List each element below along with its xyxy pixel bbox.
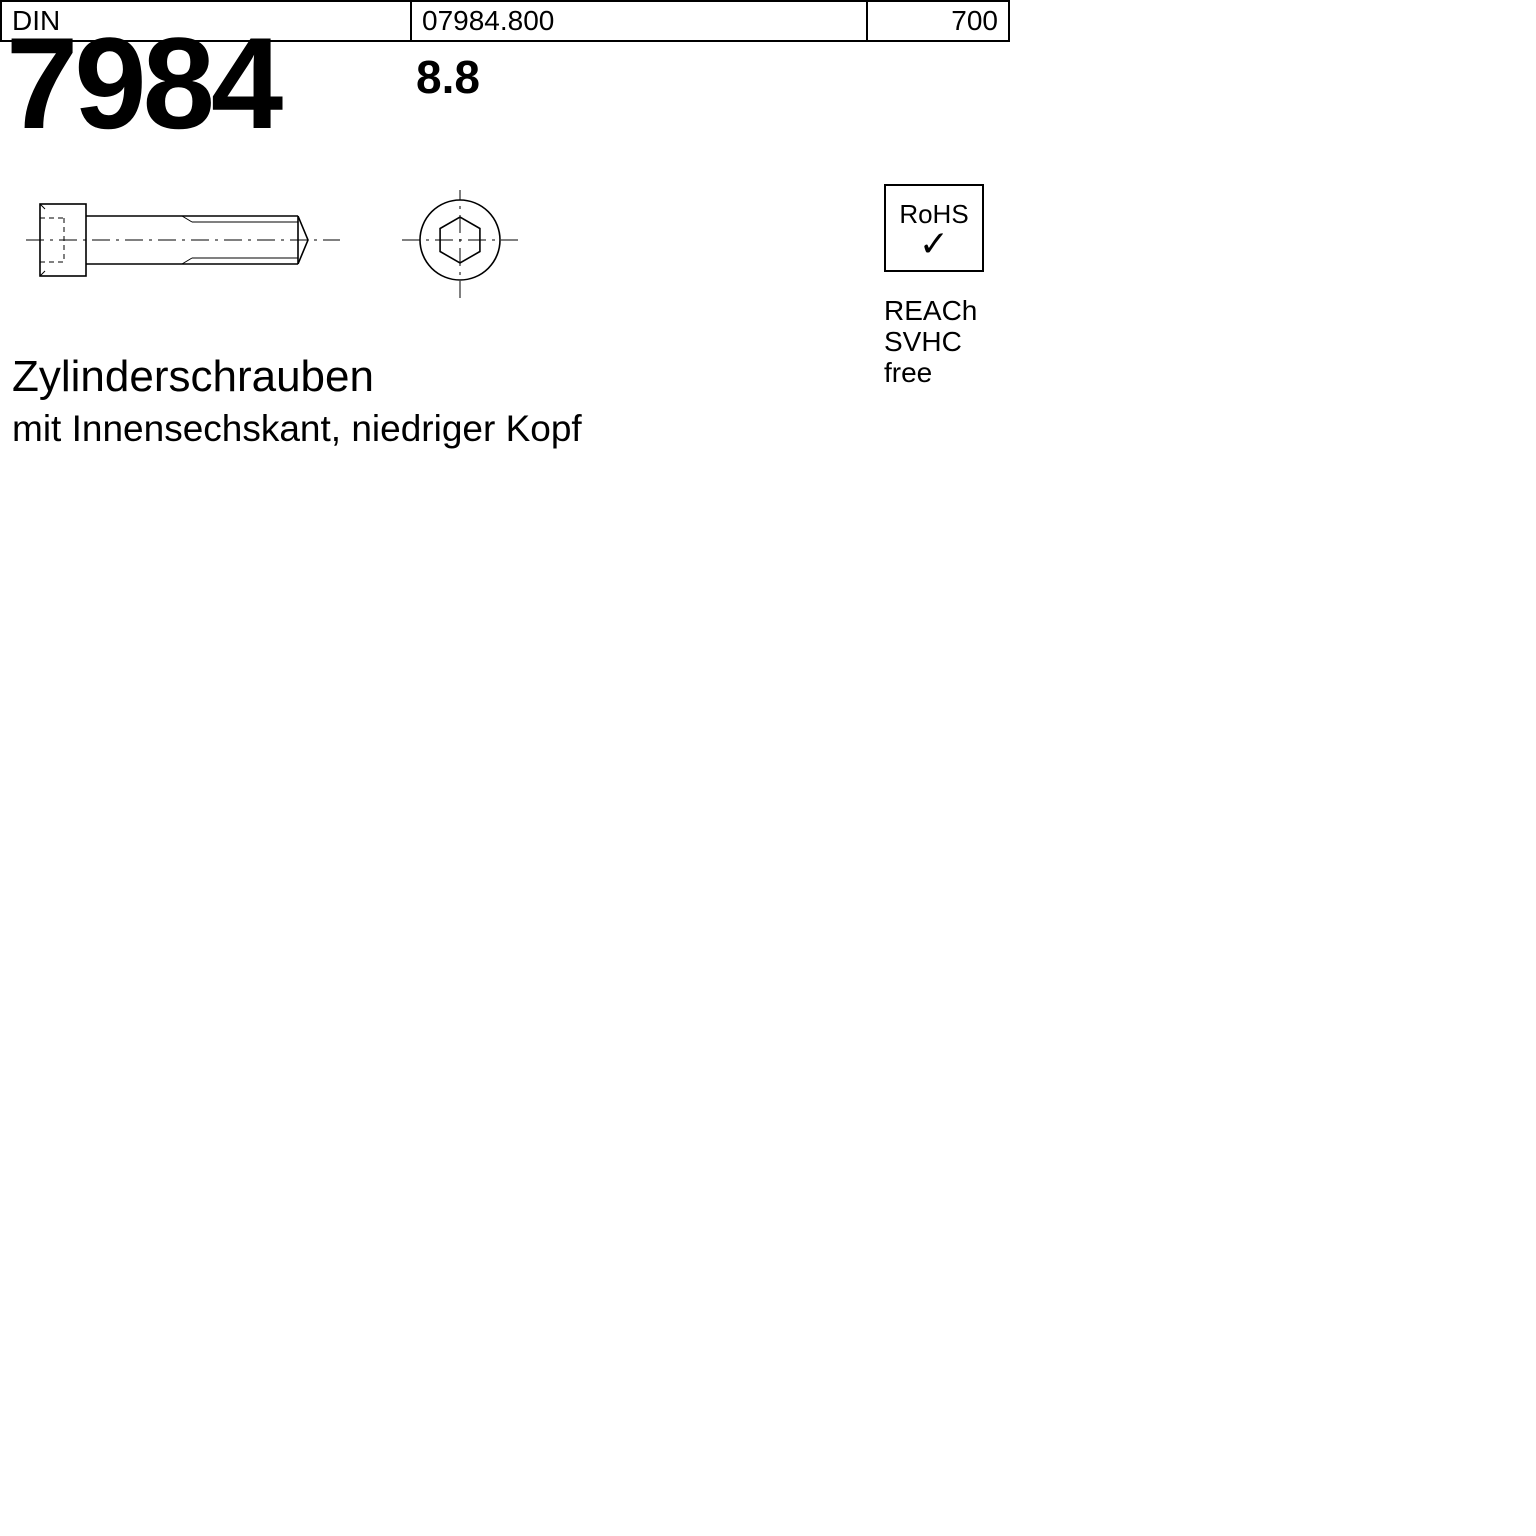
compliance-badges: RoHS ✓ REACh SVHC free [884,184,1004,388]
screw-diagram [20,190,660,300]
reach-line3: free [884,358,1004,389]
standard-number: 7984 [6,18,279,148]
description-line1: Zylinderschrauben [12,352,582,402]
reach-line1: REACh [884,296,1004,327]
reach-badge: REACh SVHC free [884,296,1004,388]
description-line2: mit Innensechskant, niedriger Kopf [12,408,582,450]
datasheet: DIN 07984.800 700 7984 8.8 RoHS ✓ REACh … [0,0,1010,510]
header-code: 07984.800 [412,2,868,40]
strength-grade: 8.8 [416,50,480,104]
header-variant: 700 [868,2,1008,40]
title-row: 7984 8.8 [0,42,1010,162]
rohs-badge: RoHS ✓ [884,184,984,272]
check-icon: ✓ [919,230,949,259]
reach-line2: SVHC [884,327,1004,358]
description: Zylinderschrauben mit Innensechskant, ni… [12,352,582,450]
